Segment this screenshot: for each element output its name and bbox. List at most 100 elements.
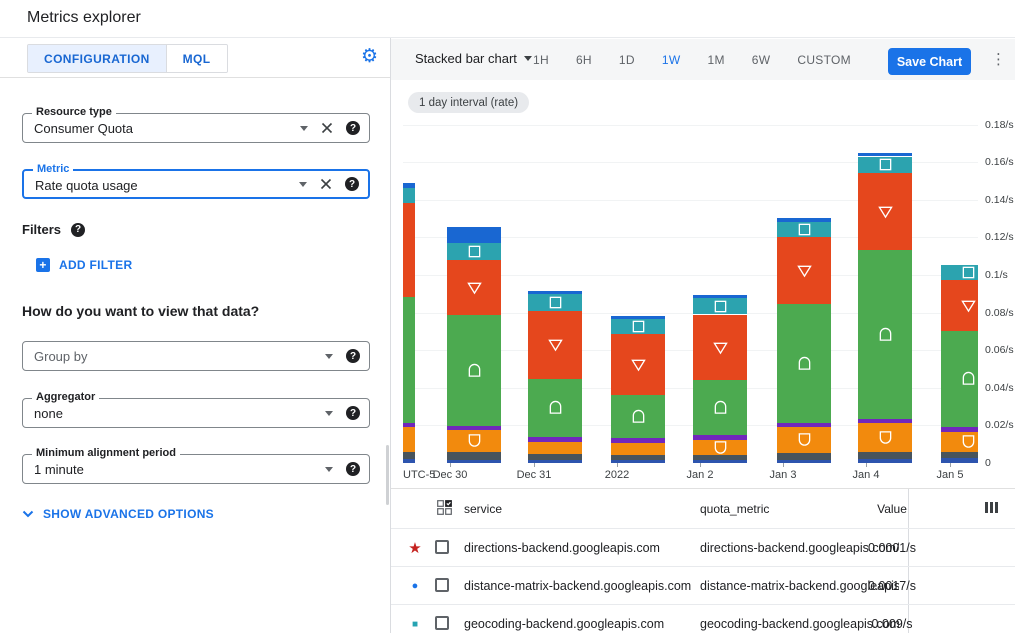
table-row[interactable]: ★ directions-backend.googleapis.com direct… — [391, 528, 1015, 566]
bar-segment-bright-blue-cap[interactable] — [777, 217, 831, 222]
bar-segment-orange-shield[interactable] — [611, 442, 665, 455]
column-header-value[interactable]: Value — [877, 502, 907, 516]
bar-segment-royal-blue-bottom[interactable] — [693, 460, 747, 463]
bar-segment-orange-shield[interactable] — [403, 427, 415, 452]
bar-segment-red-triangle[interactable] — [528, 310, 582, 379]
time-range-1w[interactable]: 1W — [661, 52, 681, 67]
bar-segment-green-arch[interactable] — [528, 378, 582, 437]
clear-icon[interactable] — [320, 178, 332, 190]
bar-segment-slate-gray[interactable] — [858, 452, 912, 460]
bar-segment-purple[interactable] — [528, 436, 582, 442]
bar-segment-purple[interactable] — [403, 423, 415, 428]
column-header-service[interactable]: service — [464, 502, 503, 516]
bar-segment-royal-blue-bottom[interactable] — [941, 457, 978, 463]
bar-segment-teal-square[interactable] — [611, 319, 665, 335]
bar-segment-purple[interactable] — [777, 422, 831, 427]
bar-segment-bright-blue-cap[interactable] — [447, 226, 501, 244]
row-checkbox[interactable] — [435, 578, 449, 592]
bar-segment-royal-blue-bottom[interactable] — [403, 459, 415, 463]
dropdown-caret-icon[interactable] — [299, 181, 307, 187]
bar-segment-royal-blue-bottom[interactable] — [447, 460, 501, 463]
bar-segment-slate-gray[interactable] — [941, 451, 978, 458]
tab-configuration[interactable]: CONFIGURATION — [28, 45, 166, 72]
bar-segment-orange-shield[interactable] — [447, 429, 501, 452]
bar-segment-teal-square[interactable] — [528, 294, 582, 311]
bar-segment-slate-gray[interactable] — [777, 453, 831, 460]
show-advanced-options-button[interactable]: SHOW ADVANCED OPTIONS — [22, 507, 214, 521]
metric-field[interactable]: Metric Rate quota usage ? — [22, 163, 370, 199]
min-alignment-field[interactable]: Minimum alignment period 1 minute ? — [22, 447, 370, 484]
row-checkbox[interactable] — [435, 540, 449, 554]
bar-segment-orange-shield[interactable] — [858, 423, 912, 453]
bar-segment-bright-blue-cap[interactable] — [528, 291, 582, 294]
settings-gear-icon[interactable]: ⚙ — [360, 46, 378, 67]
dropdown-caret-icon[interactable] — [325, 410, 333, 416]
bar-segment-teal-square[interactable] — [858, 156, 912, 173]
bar-segment-royal-blue-bottom[interactable] — [528, 460, 582, 463]
bar-segment-bright-blue-cap[interactable] — [611, 315, 665, 320]
help-icon[interactable]: ? — [346, 349, 360, 363]
column-settings-icon[interactable] — [985, 502, 998, 513]
bar-segment-red-triangle[interactable] — [693, 314, 747, 381]
bar-segment-purple[interactable] — [693, 434, 747, 440]
bar-segment-bright-blue-cap[interactable] — [403, 182, 415, 189]
bar-segment-green-arch[interactable] — [447, 314, 501, 426]
table-row[interactable]: ● distance-matrix-backend.googleapis.com d… — [391, 566, 1015, 604]
more-options-kebab-icon[interactable]: ⋮ — [991, 51, 1006, 68]
bar-segment-teal-square[interactable] — [403, 188, 415, 204]
bar-segment-purple[interactable] — [447, 425, 501, 430]
bar-segment-red-triangle[interactable] — [447, 260, 501, 315]
bar-segment-purple[interactable] — [611, 437, 665, 443]
aggregator-field[interactable]: Aggregator none ? — [22, 391, 370, 428]
bar-segment-purple[interactable] — [858, 419, 912, 423]
time-range-1m[interactable]: 1M — [707, 52, 725, 67]
bar-segment-green-arch[interactable] — [693, 380, 747, 435]
time-range-6h[interactable]: 6H — [575, 52, 592, 67]
group-by-field[interactable]: Group by ? — [22, 341, 370, 371]
bar-segment-slate-gray[interactable] — [693, 454, 747, 460]
bar-segment-slate-gray[interactable] — [447, 451, 501, 460]
left-panel-scrollbar[interactable] — [386, 445, 389, 505]
row-checkbox[interactable] — [435, 616, 449, 630]
bar-segment-slate-gray[interactable] — [611, 454, 665, 460]
bar-segment-bright-blue-cap[interactable] — [858, 152, 912, 157]
resource-type-field[interactable]: Resource type Consumer Quota ? — [22, 106, 370, 143]
time-range-custom[interactable]: CUSTOM — [797, 52, 851, 67]
bar-segment-red-triangle[interactable] — [858, 172, 912, 250]
bar-segment-red-triangle[interactable] — [403, 203, 415, 298]
bar-segment-royal-blue-bottom[interactable] — [858, 459, 912, 463]
help-icon[interactable]: ? — [71, 222, 86, 237]
time-range-1d[interactable]: 1D — [618, 52, 635, 67]
bar-segment-green-arch[interactable] — [941, 330, 978, 427]
bar-segment-teal-square[interactable] — [447, 243, 501, 261]
bar-segment-green-arch[interactable] — [777, 304, 831, 423]
help-icon[interactable]: ? — [346, 462, 360, 476]
column-header-quota-metric[interactable]: quota_metric — [700, 502, 770, 516]
bar-segment-green-arch[interactable] — [403, 297, 415, 424]
bar-segment-red-triangle[interactable] — [777, 236, 831, 305]
bar-segment-royal-blue-bottom[interactable] — [611, 460, 665, 463]
tab-mql[interactable]: MQL — [165, 45, 227, 72]
bar-segment-green-arch[interactable] — [611, 394, 665, 438]
time-range-1h[interactable]: 1H — [533, 52, 549, 67]
bar-segment-purple[interactable] — [941, 426, 978, 432]
bar-segment-bright-blue-cap[interactable] — [693, 294, 747, 299]
bar-segment-slate-gray[interactable] — [403, 451, 415, 460]
bar-segment-green-arch[interactable] — [858, 249, 912, 419]
chart-type-dropdown[interactable]: Stacked bar chart — [415, 51, 532, 66]
add-filter-button[interactable]: + ADD FILTER — [36, 258, 132, 272]
bar-segment-teal-square[interactable] — [941, 265, 978, 280]
help-icon[interactable]: ? — [345, 177, 359, 191]
bar-segment-orange-shield[interactable] — [693, 439, 747, 455]
bar-segment-orange-shield[interactable] — [528, 441, 582, 454]
bar-segment-teal-square[interactable] — [777, 221, 831, 237]
dropdown-caret-icon[interactable] — [325, 353, 333, 359]
save-chart-button[interactable]: Save Chart — [888, 48, 971, 75]
table-row[interactable]: ■ geocoding-backend.googleapis.com geocodi… — [391, 604, 1015, 633]
bar-segment-teal-square[interactable] — [693, 298, 747, 315]
bar-segment-red-triangle[interactable] — [611, 334, 665, 395]
time-range-6w[interactable]: 6W — [751, 52, 771, 67]
bar-segment-slate-gray[interactable] — [528, 454, 582, 460]
help-icon[interactable]: ? — [346, 121, 360, 135]
bar-segment-royal-blue-bottom[interactable] — [777, 460, 831, 463]
